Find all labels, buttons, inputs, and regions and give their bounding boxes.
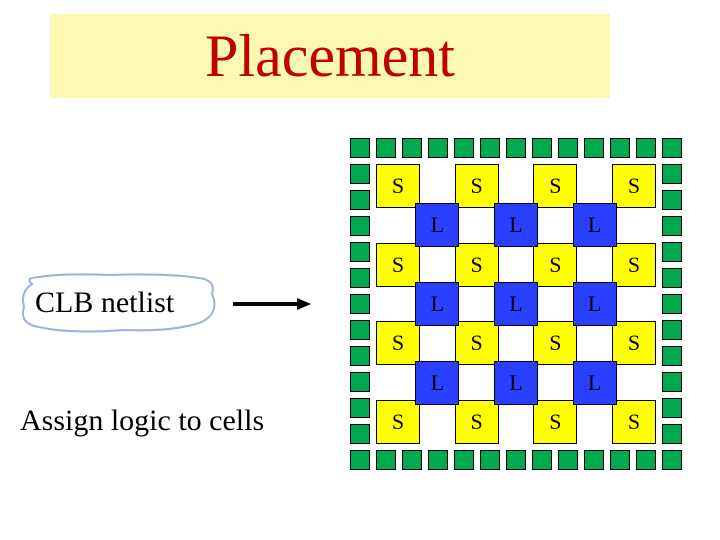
switch-block: S [455, 400, 499, 444]
logic-block: L [573, 282, 617, 326]
io-pad-bottom [636, 450, 656, 470]
switch-block: S [533, 243, 577, 287]
io-pad-bottom [376, 450, 396, 470]
io-pad-bottom [532, 450, 552, 470]
io-pad-right [662, 138, 682, 158]
io-pad-left [350, 398, 370, 418]
io-pad-bottom [402, 450, 422, 470]
io-pad-bottom [480, 450, 500, 470]
io-pad-left [350, 294, 370, 314]
switch-block: S [612, 243, 656, 287]
io-pad-bottom [662, 450, 682, 470]
logic-block: L [573, 361, 617, 405]
io-pad-top [610, 138, 630, 158]
io-pad-top [532, 138, 552, 158]
io-pad-left [350, 320, 370, 340]
logic-block: L [494, 203, 538, 247]
io-pad-right [662, 242, 682, 262]
logic-block: L [494, 282, 538, 326]
io-pad-right [662, 216, 682, 236]
io-pad-right [662, 372, 682, 392]
io-pad-left [350, 346, 370, 366]
logic-block: L [494, 361, 538, 405]
io-pad-top [584, 138, 604, 158]
io-pad-left [350, 424, 370, 444]
logic-block: L [415, 203, 459, 247]
io-pad-right [662, 190, 682, 210]
io-pad-right [662, 268, 682, 288]
io-pad-bottom [610, 450, 630, 470]
switch-block: S [376, 164, 420, 208]
io-pad-left [350, 164, 370, 184]
io-pad-bottom [558, 450, 578, 470]
io-pad-bottom [506, 450, 526, 470]
fpga-grid: SSSSSSSSSSSSSSSSLLLLLLLLL [350, 138, 682, 470]
io-pad-left [350, 372, 370, 392]
io-pad-bottom [350, 450, 370, 470]
io-pad-bottom [454, 450, 474, 470]
io-pad-right [662, 398, 682, 418]
switch-block: S [533, 321, 577, 365]
io-pad-top [636, 138, 656, 158]
io-pad-left [350, 138, 370, 158]
switch-block: S [455, 321, 499, 365]
clb-netlist-label: CLB netlist [35, 286, 174, 320]
switch-block: S [612, 164, 656, 208]
switch-block: S [612, 400, 656, 444]
io-pad-right [662, 320, 682, 340]
logic-block: L [573, 203, 617, 247]
logic-block: L [415, 361, 459, 405]
page-title: Placement [205, 22, 455, 91]
io-pad-top [402, 138, 422, 158]
io-pad-top [506, 138, 526, 158]
assign-caption: Assign logic to cells [20, 404, 264, 438]
switch-block: S [376, 400, 420, 444]
switch-block: S [533, 400, 577, 444]
io-pad-right [662, 424, 682, 444]
io-pad-top [558, 138, 578, 158]
io-pad-left [350, 242, 370, 262]
io-pad-bottom [584, 450, 604, 470]
arrow-icon [233, 298, 313, 310]
io-pad-left [350, 216, 370, 236]
switch-block: S [612, 321, 656, 365]
io-pad-right [662, 346, 682, 366]
switch-block: S [376, 321, 420, 365]
io-pad-top [480, 138, 500, 158]
io-pad-top [428, 138, 448, 158]
switch-block: S [533, 164, 577, 208]
title-box: Placement [50, 14, 610, 98]
io-pad-right [662, 294, 682, 314]
logic-block: L [415, 282, 459, 326]
io-pad-right [662, 164, 682, 184]
io-pad-top [454, 138, 474, 158]
switch-block: S [455, 243, 499, 287]
io-pad-left [350, 190, 370, 210]
io-pad-top [376, 138, 396, 158]
switch-block: S [376, 243, 420, 287]
switch-block: S [455, 164, 499, 208]
io-pad-bottom [428, 450, 448, 470]
io-pad-left [350, 268, 370, 288]
